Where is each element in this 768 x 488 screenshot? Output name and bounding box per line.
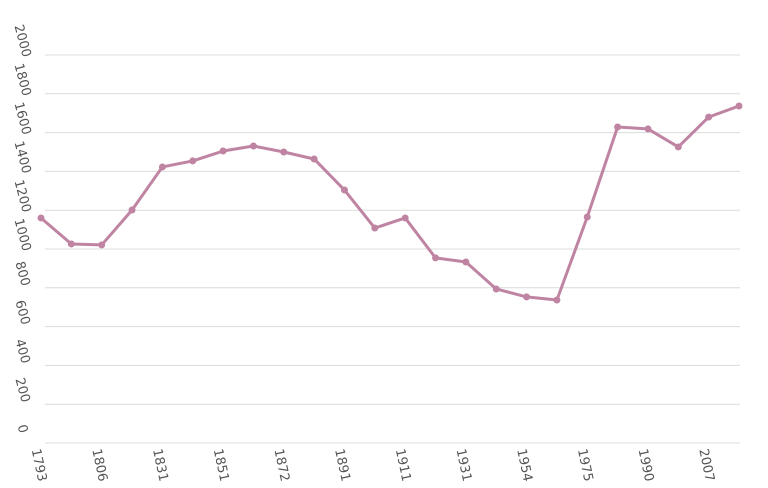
point	[128, 206, 136, 214]
y-tick-label: 800	[12, 260, 33, 288]
y-tick-label: 200	[12, 376, 33, 404]
x-tick-label: 1990	[635, 447, 657, 482]
point	[340, 186, 348, 194]
point	[249, 142, 257, 150]
x-tick-label: 1891	[331, 447, 353, 482]
point	[371, 224, 379, 232]
y-tick-label: 1400	[10, 139, 33, 175]
y-tick-label: 0	[14, 423, 31, 435]
x-tick-label: 1831	[149, 447, 171, 482]
x-tick-label: 1911	[392, 447, 414, 482]
y-tick-label: 1200	[10, 178, 33, 214]
x-tick-label: 1872	[270, 447, 292, 482]
point	[735, 102, 743, 110]
y-tick-label: 400	[12, 337, 33, 365]
point	[523, 293, 531, 301]
point	[158, 163, 166, 171]
x-tick-label: 1806	[88, 447, 110, 482]
point	[189, 157, 197, 165]
point	[67, 240, 75, 248]
x-tick-label: 1954	[513, 447, 535, 482]
point	[310, 155, 318, 163]
point	[674, 143, 682, 151]
point	[644, 125, 652, 133]
point	[432, 254, 440, 262]
x-tick-label: 1975	[574, 447, 596, 482]
x-tick-label: 2007	[695, 447, 717, 482]
point	[614, 123, 622, 131]
point	[401, 214, 409, 222]
point	[553, 296, 561, 304]
point	[37, 214, 45, 222]
point	[583, 213, 591, 221]
x-tick-label: 1931	[453, 447, 475, 482]
x-tick-label: 1851	[210, 447, 232, 482]
y-tick-label: 1800	[10, 62, 33, 98]
point	[462, 258, 470, 266]
point	[219, 147, 227, 155]
y-tick-label: 1000	[10, 217, 33, 253]
point	[98, 241, 106, 249]
y-tick-label: 2000	[10, 23, 33, 59]
y-tick-label: 600	[12, 299, 33, 327]
point	[705, 113, 713, 121]
point	[492, 285, 500, 293]
x-tick-label: 1793	[28, 447, 50, 482]
line	[40, 104, 740, 302]
y-tick-label: 1600	[10, 101, 33, 137]
point	[280, 148, 288, 156]
